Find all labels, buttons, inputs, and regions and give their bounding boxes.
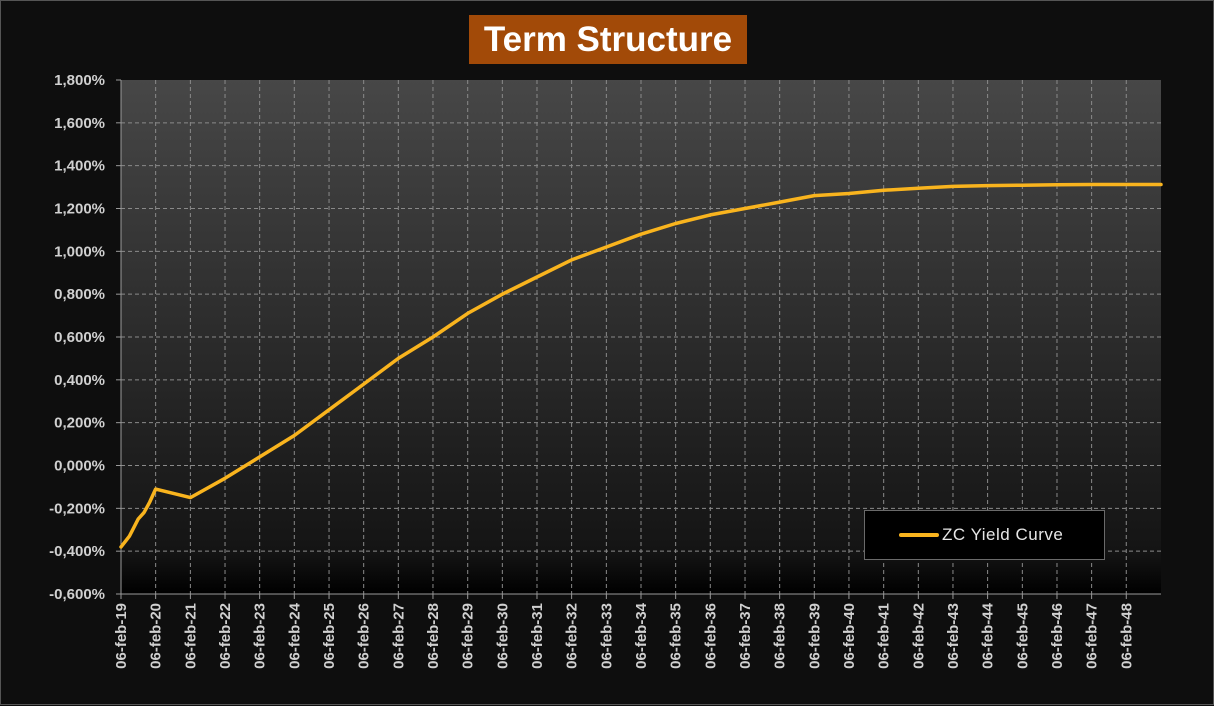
y-tick-label: 1,000% bbox=[54, 243, 105, 260]
x-tick-label: 06-feb-35 bbox=[668, 603, 685, 669]
x-tick-label: 06-feb-43 bbox=[945, 603, 962, 669]
x-tick-label: 06-feb-42 bbox=[910, 603, 927, 669]
y-axis-ticks: 1,800% 1,600% 1,400% 1,200% 1,000% 0,800% 0,60… bbox=[49, 72, 105, 603]
x-tick-label: 06-feb-23 bbox=[252, 603, 269, 669]
y-tick-label: -0,400% bbox=[49, 543, 105, 560]
chart-title: Term Structure bbox=[483, 19, 733, 59]
x-tick-label: 06-feb-22 bbox=[217, 603, 234, 669]
series-line-zc-yield-curve bbox=[119, 182, 1163, 549]
y-tick-label: 1,400% bbox=[54, 158, 105, 175]
y-tick-label: 1,800% bbox=[54, 72, 105, 89]
x-tick-label: 06-feb-26 bbox=[356, 603, 373, 669]
y-tick-label: 1,200% bbox=[54, 201, 105, 218]
x-tick-label: 06-feb-21 bbox=[182, 603, 199, 669]
y-tick-label: 0,200% bbox=[54, 415, 105, 432]
x-tick-label: 06-feb-31 bbox=[529, 603, 546, 669]
x-tick-label: 06-feb-34 bbox=[633, 602, 650, 669]
chart-title-box: Term Structure bbox=[469, 15, 747, 64]
legend-label: ZC Yield Curve bbox=[942, 525, 1064, 544]
legend: ZC Yield Curve bbox=[864, 510, 1105, 560]
x-axis-ticks: 06-feb-19 06-feb-20 06-feb-21 06-feb-22 06-f… bbox=[113, 602, 1135, 669]
x-tick-label: 06-feb-46 bbox=[1049, 603, 1066, 669]
x-tick-label: 06-feb-30 bbox=[494, 603, 511, 669]
x-tick-label: 06-feb-25 bbox=[321, 603, 338, 669]
grid-lines bbox=[121, 80, 1161, 594]
x-tick-label: 06-feb-24 bbox=[286, 602, 303, 669]
x-tick-label: 06-feb-44 bbox=[980, 602, 997, 669]
x-tick-label: 06-feb-29 bbox=[460, 603, 477, 669]
x-tick-label: 06-feb-20 bbox=[148, 603, 165, 669]
y-tick-label: -0,200% bbox=[49, 500, 105, 517]
x-tick-label: 06-feb-28 bbox=[425, 603, 442, 669]
x-tick-label: 06-feb-36 bbox=[702, 603, 719, 669]
legend-swatch bbox=[899, 533, 939, 537]
y-tick-label: 0,000% bbox=[54, 458, 105, 475]
y-tick-label: 1,600% bbox=[54, 115, 105, 132]
x-tick-label: 06-feb-27 bbox=[390, 603, 407, 669]
y-tick-label: 0,400% bbox=[54, 372, 105, 389]
x-tick-label: 06-feb-40 bbox=[841, 603, 858, 669]
y-tick-label: -0,600% bbox=[49, 586, 105, 603]
x-tick-label: 06-feb-39 bbox=[806, 603, 823, 669]
x-tick-label: 06-feb-33 bbox=[598, 603, 615, 669]
x-tick-label: 06-feb-47 bbox=[1084, 603, 1101, 669]
x-tick-label: 06-feb-45 bbox=[1014, 603, 1031, 669]
x-tick-label: 06-feb-37 bbox=[737, 603, 754, 669]
x-tick-label: 06-feb-19 bbox=[113, 603, 130, 669]
x-tick-label: 06-feb-38 bbox=[772, 603, 789, 669]
axes bbox=[116, 79, 1161, 599]
x-tick-label: 06-feb-48 bbox=[1118, 603, 1135, 669]
series-group bbox=[119, 182, 1163, 549]
x-tick-label: 06-feb-41 bbox=[876, 603, 893, 669]
y-tick-label: 0,800% bbox=[54, 286, 105, 303]
y-tick-label: 0,600% bbox=[54, 329, 105, 346]
x-tick-label: 06-feb-32 bbox=[564, 603, 581, 669]
